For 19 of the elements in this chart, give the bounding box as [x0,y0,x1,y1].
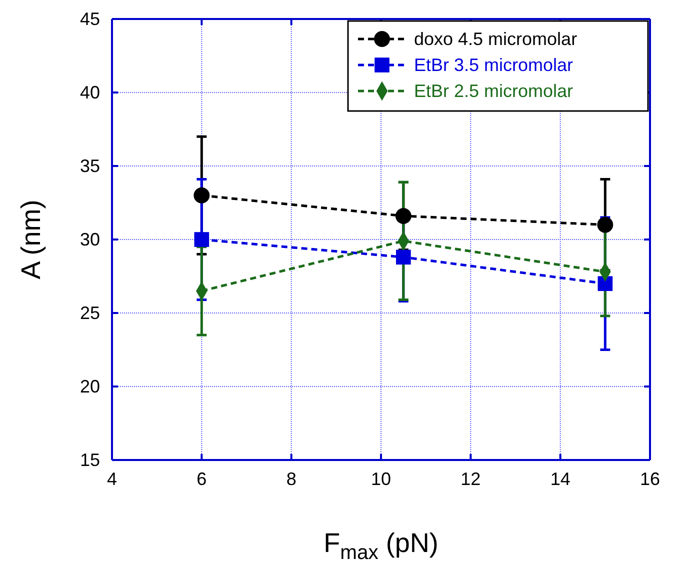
x-axis-title: F$_{max}$ (pN) [324,528,438,563]
x-tick-label: 4 [106,468,118,489]
y-tick-label: 45 [80,8,100,29]
y-tick-label: 20 [80,376,100,396]
legend-label: EtBr 3.5 micromolar [414,55,574,75]
x-tick-label: 8 [286,468,296,489]
y-tick-label: 40 [80,82,100,102]
legend-label: doxo 4.5 micromolar [414,29,578,49]
x-tick-label: 14 [550,468,570,489]
y-tick-label: 35 [80,156,100,176]
y-tick-label: 30 [80,229,100,250]
x-tick-label: 16 [640,468,660,489]
x-tick-label: 6 [196,468,207,489]
y-axis-title: A (nm) [16,200,46,280]
x-tick-label: 10 [370,468,392,489]
x-tick-label: 12 [460,468,481,489]
legend-label: EtBr 2.5 micromolar [414,81,574,101]
y-tick-label: 25 [80,302,100,323]
y-tick-label: 15 [80,450,100,470]
